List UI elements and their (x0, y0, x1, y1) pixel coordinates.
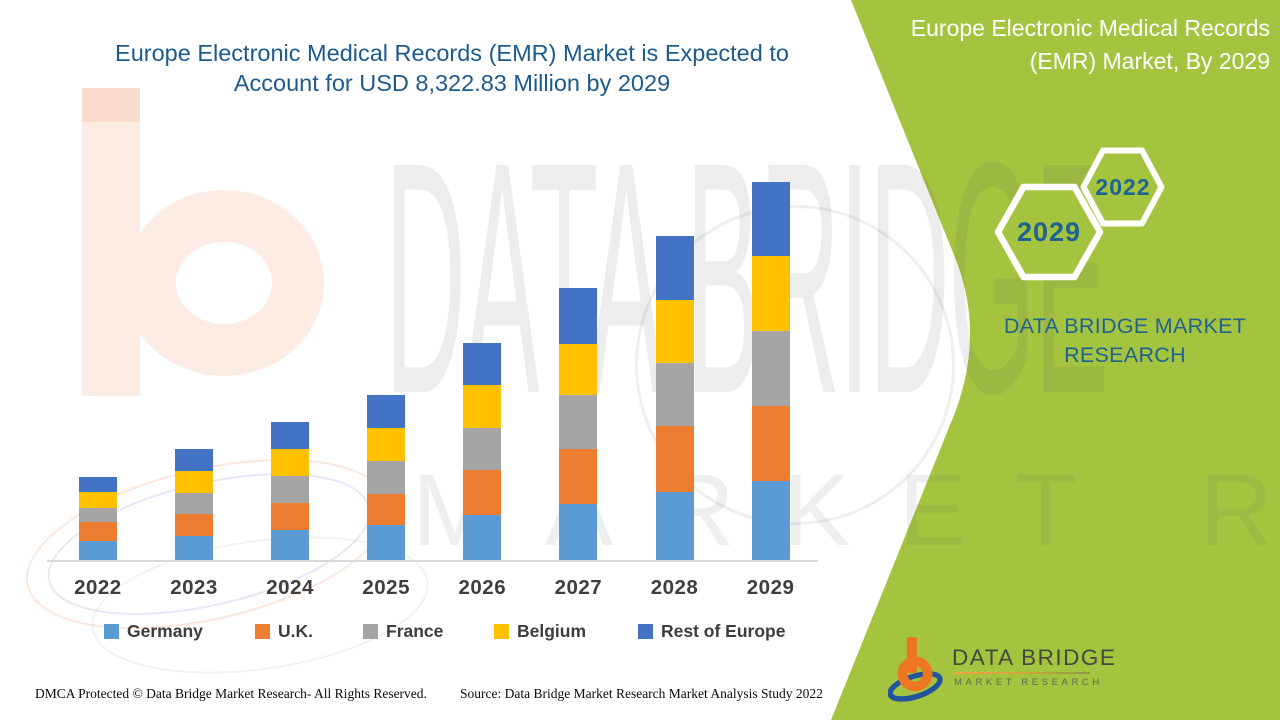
bar-segment-2025-france (367, 460, 406, 495)
hexagon-2022-icon (1080, 147, 1165, 227)
year-label-2027: 2027 (554, 576, 603, 599)
bar-segment-2026-france (463, 428, 502, 471)
background-logo-watermark-bar-cap (82, 88, 140, 122)
bar-segment-2023-france (175, 493, 213, 515)
bar-segment-2026-u-k- (463, 470, 502, 515)
bar-segment-2022-u-k- (78, 522, 117, 542)
bar-segment-2027-germany (559, 503, 598, 560)
bar-segment-2025-germany (367, 524, 406, 560)
bar-segment-2025-rest-of-europe (367, 394, 406, 429)
bar-segment-2022-belgium (78, 492, 117, 508)
bar-segment-2024-u-k- (271, 503, 310, 531)
dmca-notice: DMCA Protected © Data Bridge Market Rese… (35, 686, 427, 701)
legend-item-rest-of-europe: Rest of Europe (638, 621, 785, 641)
background-logo-watermark-bar (82, 88, 140, 396)
hexagon-year-2022: 2022 (1095, 174, 1151, 200)
legend-swatch-uk (255, 623, 270, 639)
bar-segment-2024-rest-of-europe (271, 422, 310, 449)
bar-segment-2027-france (559, 394, 598, 449)
data-bridge-logo-icon (888, 637, 943, 702)
year-label-2024: 2024 (266, 576, 314, 599)
year-label-2023: 2023 (170, 576, 218, 599)
bar-segment-2029-belgium (751, 255, 790, 332)
legend-item-germany: Germany (104, 621, 203, 641)
legend-label-france: France (386, 620, 444, 641)
bar-segment-2022-france (78, 507, 117, 523)
bar-segment-2024-germany (271, 530, 310, 560)
bar-segment-2027-u-k- (559, 448, 598, 504)
bar-segment-2026-rest-of-europe (463, 343, 502, 386)
bar-segment-2029-germany (751, 481, 790, 560)
bar-segment-2027-rest-of-europe (559, 287, 598, 344)
bar-segment-2026-germany (463, 514, 502, 560)
year-label-2029: 2029 (746, 576, 795, 599)
legend-item-belgium: Belgium (494, 621, 586, 641)
bar-segment-2022-germany (78, 541, 117, 560)
side-panel-title: Europe Electronic Medical Records (EMR) … (910, 15, 1270, 74)
legend-label-uk: U.K. (278, 620, 313, 641)
legend-item-france: France (363, 621, 443, 641)
year-label-2025: 2025 (362, 576, 410, 599)
bar-segment-2025-belgium (367, 428, 406, 461)
legend-item-uk: U.K. (255, 621, 313, 641)
logo-wordmark: DATA BRIDGE (952, 645, 1117, 670)
brand-text-watermark-line2: MARKET RESEARCH (412, 452, 1280, 569)
bar-segment-2028-france (655, 363, 694, 426)
bar-segment-2023-belgium (175, 470, 213, 494)
year-label-2022: 2022 (74, 576, 122, 599)
logo-subtitle: MARKET RESEARCH (954, 677, 1103, 688)
year-label-2028: 2028 (650, 576, 699, 599)
bar-segment-2027-belgium (559, 343, 598, 395)
logo-underline (953, 672, 1090, 674)
brand-caption: DATA BRIDGE MARKET RESEARCH (1003, 314, 1247, 367)
bar-segment-2025-u-k- (367, 494, 406, 525)
legend-label-rest-of-europe: Rest of Europe (661, 620, 786, 641)
bar-segment-2029-france (751, 331, 790, 407)
bar-segment-2028-belgium (655, 299, 694, 364)
hexagon-2029-icon (994, 183, 1104, 281)
background-circle-watermark (635, 205, 955, 525)
source-note: Source: Data Bridge Market Research Mark… (460, 686, 823, 701)
bar-segment-2024-belgium (271, 448, 310, 476)
bar-segment-2024-france (271, 475, 310, 503)
legend-label-belgium: Belgium (517, 620, 587, 641)
bar-segment-2029-u-k- (751, 406, 790, 482)
legend-label-germany: Germany (127, 620, 203, 641)
hexagon-year-2029: 2029 (1016, 217, 1082, 247)
bar-segment-2022-rest-of-europe (78, 476, 117, 493)
bar-segment-2028-rest-of-europe (655, 236, 694, 300)
year-label-2026: 2026 (458, 576, 507, 599)
bar-segment-2023-germany (175, 536, 213, 560)
bar-segment-2028-germany (655, 492, 694, 560)
bar-segment-2023-u-k- (175, 514, 213, 537)
page-title: Europe Electronic Medical Records (EMR) … (115, 40, 789, 96)
legend-swatch-rest-of-europe (638, 623, 653, 639)
bar-segment-2026-belgium (463, 385, 502, 429)
brand-text-watermark-line1: DATA BRIDGE (385, 93, 1109, 462)
legend-swatch-belgium (494, 623, 509, 639)
bar-segment-2023-rest-of-europe (175, 449, 213, 471)
legend-swatch-france (363, 623, 378, 639)
bar-segment-2028-u-k- (655, 425, 694, 493)
legend-swatch-germany (104, 623, 119, 639)
bar-segment-2029-rest-of-europe (751, 182, 790, 256)
x-axis-line (47, 560, 818, 562)
